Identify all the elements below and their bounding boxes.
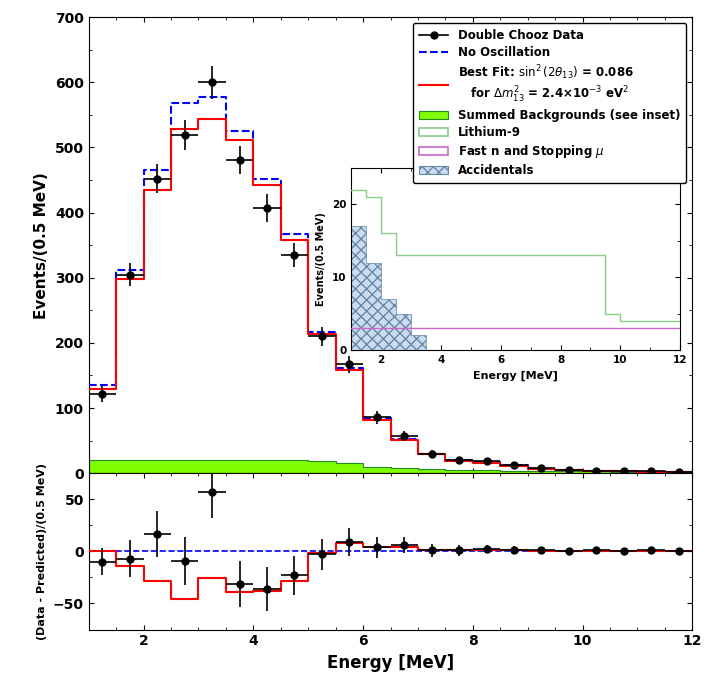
X-axis label: Energy [MeV]: Energy [MeV] <box>327 654 454 672</box>
Y-axis label: (Data - Predicted)/(0.5 MeV): (Data - Predicted)/(0.5 MeV) <box>38 463 48 640</box>
Legend: Double Chooz Data, No Oscillation, Best Fit: $\sin^2(2\theta_{13})$ = 0.086
   f: Double Chooz Data, No Oscillation, Best … <box>413 23 687 183</box>
Y-axis label: Events/(0.5 MeV): Events/(0.5 MeV) <box>34 172 49 319</box>
